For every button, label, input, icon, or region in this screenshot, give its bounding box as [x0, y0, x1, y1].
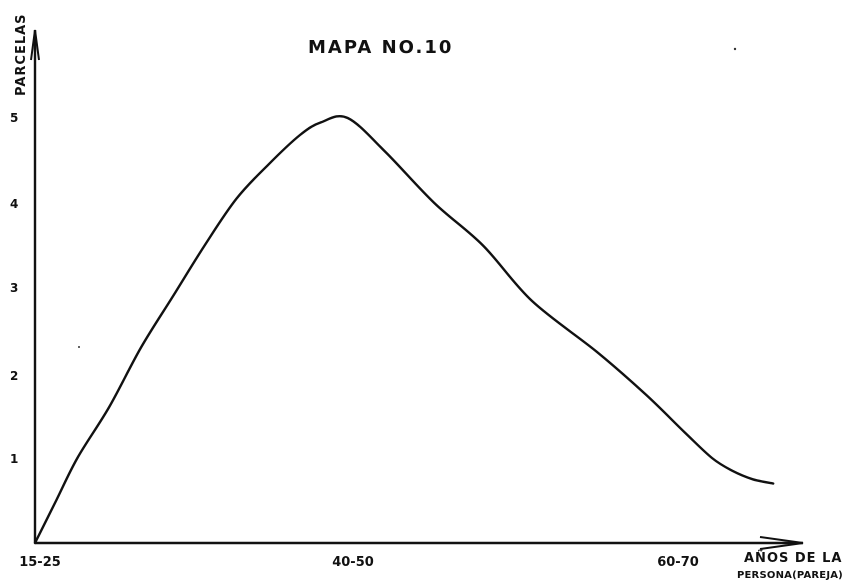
series-line	[33, 114, 775, 545]
x-axis-label-line1: AÑOS DE LA	[744, 550, 842, 566]
y-axis-arrow	[30, 29, 40, 61]
x-tick-label: 60-70	[657, 555, 699, 570]
chart-title: MAPA NO.10	[308, 37, 453, 58]
x-tick-label: 15-25	[19, 555, 61, 570]
scan-speck	[78, 346, 80, 348]
x-axis-label-line2: PERSONA(PAREJA)	[737, 570, 843, 581]
scan-speck	[733, 47, 737, 51]
y-axis-label: PARCELAS	[14, 13, 29, 96]
x-tick-label: 40-50	[332, 555, 374, 570]
y-tick-label: 3	[10, 281, 18, 295]
y-tick-label: 4	[10, 197, 18, 211]
y-tick-label: 5	[10, 111, 18, 125]
y-tick-label: 1	[10, 452, 18, 466]
x-axis-arrow	[759, 536, 804, 550]
y-tick-label: 2	[10, 369, 18, 383]
